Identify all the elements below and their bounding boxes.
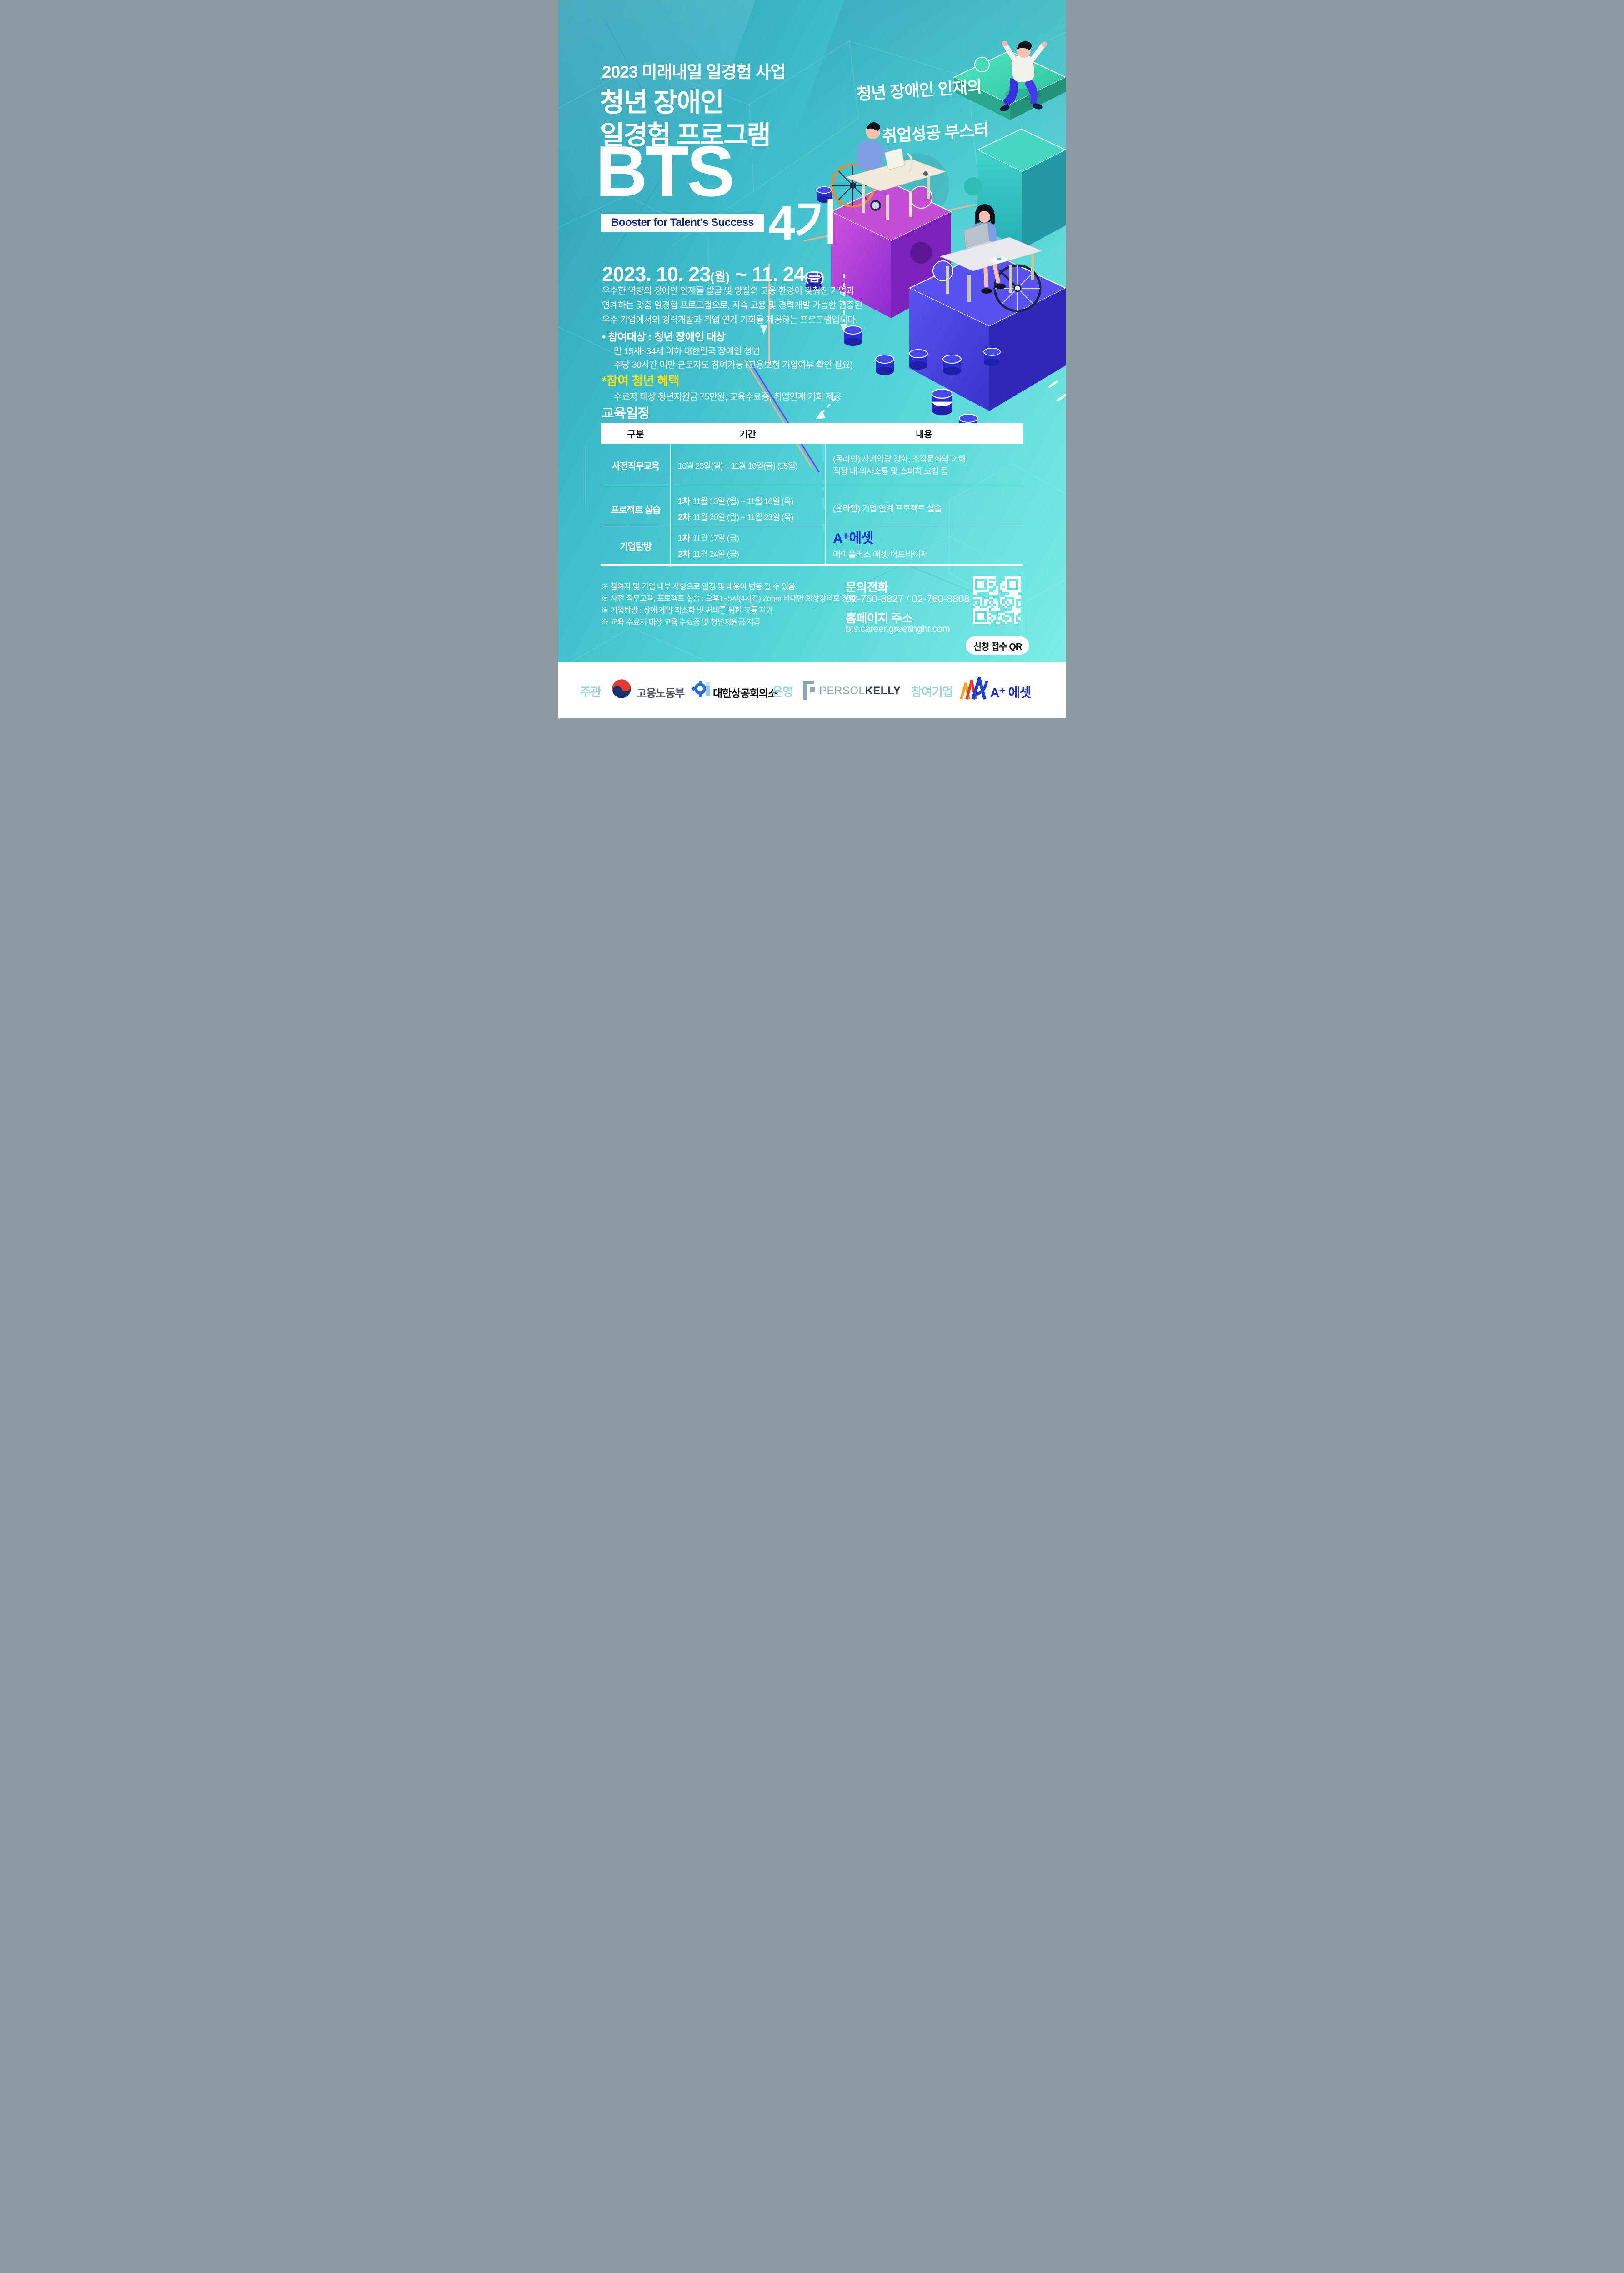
- footnote: ※ 교육 수료자 대상 교육 수료증 및 청년지원금 지급: [601, 618, 761, 626]
- schedule-heading: 교육일정: [602, 406, 650, 421]
- dash-decoration: [1056, 393, 1066, 402]
- target-audience-title: • 참여대상 : 청년 장애인 대상: [602, 331, 726, 343]
- column-header-period: 기간: [739, 429, 756, 440]
- persol-text: PERSOL: [819, 685, 865, 697]
- intro-line: 연계하는 맞춤 일경험 프로그램으로, 지속 고용 및 경력개발 가능한 검증된: [602, 300, 862, 310]
- dash-decoration: [1048, 379, 1059, 389]
- cohort-number: 4기: [768, 196, 838, 250]
- table-row: 사전직무교육 10월 23일(월) ~ 11월 10일(금) (15일) (온라…: [601, 443, 1023, 487]
- round-1-label: 1차: [678, 497, 690, 506]
- column-header-content: 내용: [916, 429, 932, 440]
- row-category: 프로젝트 실습: [611, 505, 661, 515]
- row-category: 기업탐방: [620, 541, 652, 552]
- row-category: 사전직무교육: [612, 461, 660, 471]
- schedule-table-header: 구분 기간 내용: [601, 423, 1023, 443]
- round-1-period: 11월 17일 (금): [692, 534, 739, 543]
- bts-program-poster: 2023 미래내일 일경험 사업 청년 장애인 일경험 프로그램 BTS Boo…: [558, 0, 1066, 718]
- website-title: 홈페이지 주소: [846, 611, 913, 625]
- round-2-period: 11월 20일 (월) ~ 11월 23일 (목): [692, 513, 793, 522]
- intro-line: 우수 기업에서의 경력개발과 취업 연계 기회를 제공하는 프로그램입니다.: [602, 315, 858, 325]
- row-content: (온라인) 자기역량 강화, 조직문화의 이해, 직장 내 의사소통 및 스피치…: [833, 454, 968, 476]
- target-audience-line: 만 15세~34세 이하 대한민국 장애인 청년: [614, 346, 760, 356]
- poster-stage: 2023 미래내일 일경험 사업 청년 장애인 일경험 프로그램 BTS Boo…: [0, 0, 1624, 718]
- website-url[interactable]: bts.career.greetinghr.com: [846, 624, 950, 634]
- acronym-title: BTS: [596, 131, 735, 211]
- phone-title: 문의전화: [846, 581, 888, 594]
- schedule-table: 구분 기간 내용 사전직무교육 10월 23일(월) ~ 11월 10일(금) …: [601, 423, 1023, 567]
- kcci-name: 대한상공회의소: [713, 687, 777, 699]
- participant-label: 참여기업: [911, 685, 953, 699]
- round-2-label: 2차: [678, 550, 690, 559]
- table-row: 기업탐방 1차 11월 17일 (금) 2차 11월 24일 (금) A⁺에셋 에이…: [601, 524, 1023, 567]
- persolkelly-name: PERSOLKELLY: [819, 685, 901, 697]
- moel-logo-icon: [612, 679, 631, 698]
- persol-logo-icon: [803, 681, 815, 700]
- program-period: 2023. 10. 23(월) ~ 11. 24(금): [602, 263, 824, 286]
- poster-title-line1: 청년 장애인: [600, 88, 724, 117]
- period-end-date: 11. 24: [752, 263, 805, 286]
- period-start-weekday: (월): [710, 270, 730, 284]
- round-2-label: 2차: [678, 513, 690, 522]
- moel-name: 고용노동부: [637, 687, 685, 700]
- footnote: ※ 사전 직무교육, 프로젝트 실습 : 오후1~5시(4시간) Zoom 비대…: [601, 594, 856, 603]
- round-1-label: 1차: [678, 534, 690, 543]
- aplus-asset-logo: A⁺에셋: [833, 531, 874, 546]
- period-tilde: ~: [730, 263, 752, 286]
- period-start-date: 2023. 10. 23: [602, 263, 711, 286]
- footnote: ※ 참여자 및 기업 내부 사항으로 일정 및 내용이 변동 될 수 있음: [601, 582, 795, 591]
- row-content: (온라인) 기업 연계 프로젝트 실습: [833, 503, 942, 513]
- qr-code[interactable]: [973, 576, 1021, 624]
- arrowhead-diagonal: [816, 410, 826, 419]
- aplus-asset-footer-name: A⁺ 에셋: [990, 686, 1031, 700]
- qr-code-svg: [973, 576, 1021, 624]
- phone-numbers: 02-760-8827 / 02-760-8808: [846, 593, 970, 605]
- host-label: 주관: [580, 685, 601, 699]
- table-row: 프로젝트 실습 1차 11월 13일 (월) ~ 11월 16일 (목) 2차 11…: [601, 487, 1023, 530]
- program-year-label: 2023 미래내일 일경험 사업: [602, 63, 786, 81]
- row-period: 10월 23일(월) ~ 11월 10일(금) (15일): [678, 461, 798, 471]
- aplus-asset-company-name: 에이플러스 에셋 어드바이저: [833, 550, 928, 560]
- benefit-title: *참여 청년 혜택: [602, 374, 680, 388]
- intro-line: 우수한 역량의 장애인 인재를 발굴 및 양질의 고용 환경이 갖춰진 기업과: [602, 286, 854, 296]
- kelly-text: KELLY: [865, 685, 901, 697]
- round-1-period: 11월 13일 (월) ~ 11월 16일 (목): [692, 497, 793, 506]
- aaa-logo-icon: [960, 677, 988, 700]
- column-header-category: 구분: [627, 429, 644, 440]
- benefit-line: 수료자 대상 청년지원금 75만원, 교육수료증, 취업연계 기회 제공: [614, 392, 842, 402]
- operator-label: 운영: [772, 685, 793, 699]
- kcci-logo-icon: [691, 681, 710, 697]
- round-2-period: 11월 24일 (금): [692, 550, 739, 559]
- target-audience-line: 주당 30시간 미만 근로자도 참여가능 (고용보험 가입여부 확인 필요): [614, 360, 853, 370]
- qr-apply-button[interactable]: 신청 접수 QR: [966, 636, 1029, 655]
- acronym-subtitle-box: Booster for Talent's Success: [601, 214, 764, 232]
- period-end-weekday: (금): [805, 270, 824, 284]
- footnote: ※ 기업탐방 : 장애 제약 최소화 및 편의를 위한 교통 지원: [601, 606, 773, 615]
- acronym-subtitle: Booster for Talent's Success: [611, 216, 754, 229]
- salmon-guide-line: [768, 264, 770, 367]
- qr-apply-label: 신청 접수 QR: [973, 641, 1023, 652]
- poster-title-line2: 일경험 프로그램: [600, 120, 771, 150]
- down-arrow-decoration: [760, 325, 767, 335]
